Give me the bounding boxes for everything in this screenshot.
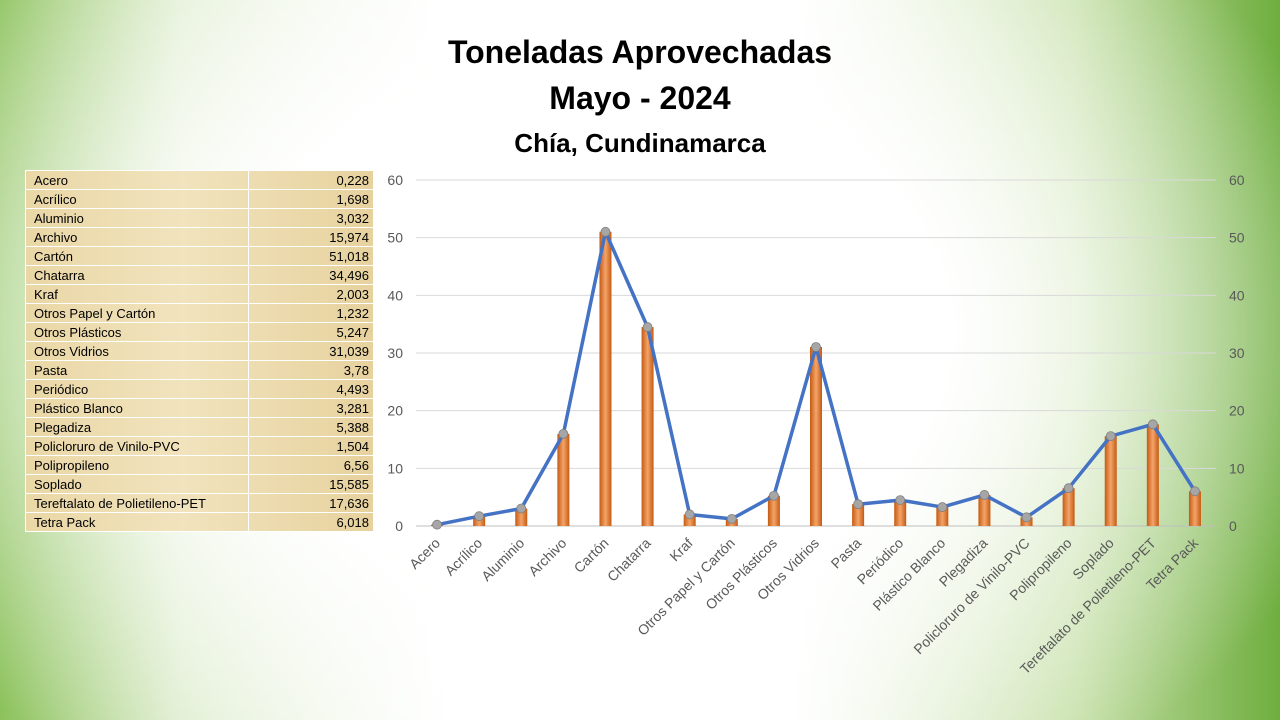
bar [1104, 436, 1117, 526]
table-row: Tetra Pack 6,018 [25, 512, 374, 532]
data-point [516, 503, 527, 514]
table-row: Polipropileno 6,56 [25, 455, 374, 475]
x-tick-label: Aluminio [478, 535, 527, 584]
bar [810, 347, 822, 526]
data-point [1021, 512, 1032, 523]
bar [599, 231, 612, 526]
table-row: Tereftalato de Polietileno-PET 17,636 [25, 493, 374, 513]
table-row: Acero 0,228 [25, 170, 374, 190]
table-row: Plegadiza 5,388 [25, 417, 374, 437]
table-cell-value: 15,974 [248, 227, 374, 247]
chart-title: Toneladas Aprovechadas [447, 34, 833, 70]
y-tick-label-left: 30 [387, 345, 403, 361]
table-cell-material: Aluminio [25, 208, 249, 228]
y-tick-label-left: 0 [395, 518, 403, 534]
bar [852, 504, 865, 526]
data-point [768, 490, 779, 501]
y-tick-label-right: 60 [1229, 172, 1245, 188]
table-row: Archivo 15,974 [25, 227, 374, 247]
data-point [474, 511, 485, 522]
bar [557, 433, 570, 526]
y-tick-label-right: 20 [1229, 403, 1245, 419]
bar [1188, 491, 1201, 526]
data-point [558, 428, 569, 439]
table-cell-material: Tereftalato de Polietileno-PET [25, 493, 249, 513]
y-tick-label-right: 0 [1229, 518, 1237, 534]
table-cell-material: Otros Vidrios [25, 341, 249, 361]
table-row: Kraf 2,003 [25, 284, 374, 304]
y-tick-label-left: 20 [387, 403, 403, 419]
table-cell-material: Chatarra [25, 265, 249, 285]
bar [978, 494, 991, 526]
y-tick-label-left: 10 [387, 460, 403, 476]
table-cell-material: Pasta [25, 360, 249, 380]
data-table: Acero 0,228 Acrílico 1,698 Aluminio 3,032 Arch… [25, 170, 374, 532]
table-row: Aluminio 3,032 [25, 208, 374, 228]
table-cell-value: 6,018 [248, 512, 374, 532]
table-cell-value: 1,698 [248, 189, 374, 209]
data-point [853, 499, 864, 510]
bar [1146, 424, 1159, 526]
x-tick-label: Archivo [525, 535, 569, 579]
bar [1062, 488, 1075, 526]
table-cell-value: 34,496 [248, 265, 374, 285]
table-cell-material: Policloruro de Vinilo-PVC [25, 436, 249, 456]
x-tick-label: Plástico Blanco [869, 535, 948, 614]
table-cell-value: 5,247 [248, 322, 374, 342]
data-point [1105, 431, 1116, 442]
y-tick-label-right: 30 [1229, 345, 1245, 361]
table-row: Chatarra 34,496 [25, 265, 374, 285]
chart-subtitle: Mayo - 2024 [549, 80, 731, 116]
x-tick-label: Chatarra [604, 535, 654, 585]
x-tick-label: Cartón [571, 535, 612, 576]
bar [767, 495, 780, 526]
data-point [1190, 486, 1200, 497]
x-tick-label: Kraf [666, 535, 696, 565]
data-point [726, 513, 737, 524]
table-row: Pasta 3,78 [25, 360, 374, 380]
y-tick-label-left: 60 [387, 172, 403, 188]
data-point [937, 502, 948, 512]
data-point [684, 509, 695, 520]
data-point [432, 519, 442, 530]
y-tick-label-right: 40 [1229, 287, 1245, 303]
table-cell-material: Otros Papel y Cartón [25, 303, 249, 323]
table-row: Otros Papel y Cartón 1,232 [25, 303, 374, 323]
y-tick-label-right: 50 [1229, 230, 1245, 246]
table-cell-material: Archivo [25, 227, 249, 247]
bar [641, 327, 654, 526]
x-tick-label: Pasta [828, 535, 865, 572]
data-point [600, 226, 611, 237]
y-tick-label-left: 40 [387, 287, 403, 303]
bar [936, 507, 949, 526]
data-point [979, 490, 990, 500]
data-point [1063, 483, 1074, 494]
table-cell-material: Plástico Blanco [25, 398, 249, 418]
table-row: Acrílico 1,698 [25, 189, 374, 209]
data-point [642, 322, 653, 332]
table-cell-material: Cartón [25, 246, 249, 266]
bar [894, 500, 907, 526]
bar [515, 508, 528, 526]
x-tick-label: Acero [406, 535, 443, 572]
data-point [811, 342, 821, 352]
table-cell-value: 51,018 [248, 246, 374, 266]
table-row: Cartón 51,018 [25, 246, 374, 266]
chart-location: Chía, Cundinamarca [514, 128, 766, 158]
table-cell-material: Tetra Pack [25, 512, 249, 532]
y-tick-label-right: 10 [1229, 460, 1245, 476]
data-point [1147, 419, 1158, 430]
table-row: Policloruro de Vinilo-PVC 1,504 [25, 436, 374, 456]
data-point [895, 495, 906, 505]
y-tick-label-left: 50 [387, 230, 403, 246]
bar [683, 514, 696, 526]
